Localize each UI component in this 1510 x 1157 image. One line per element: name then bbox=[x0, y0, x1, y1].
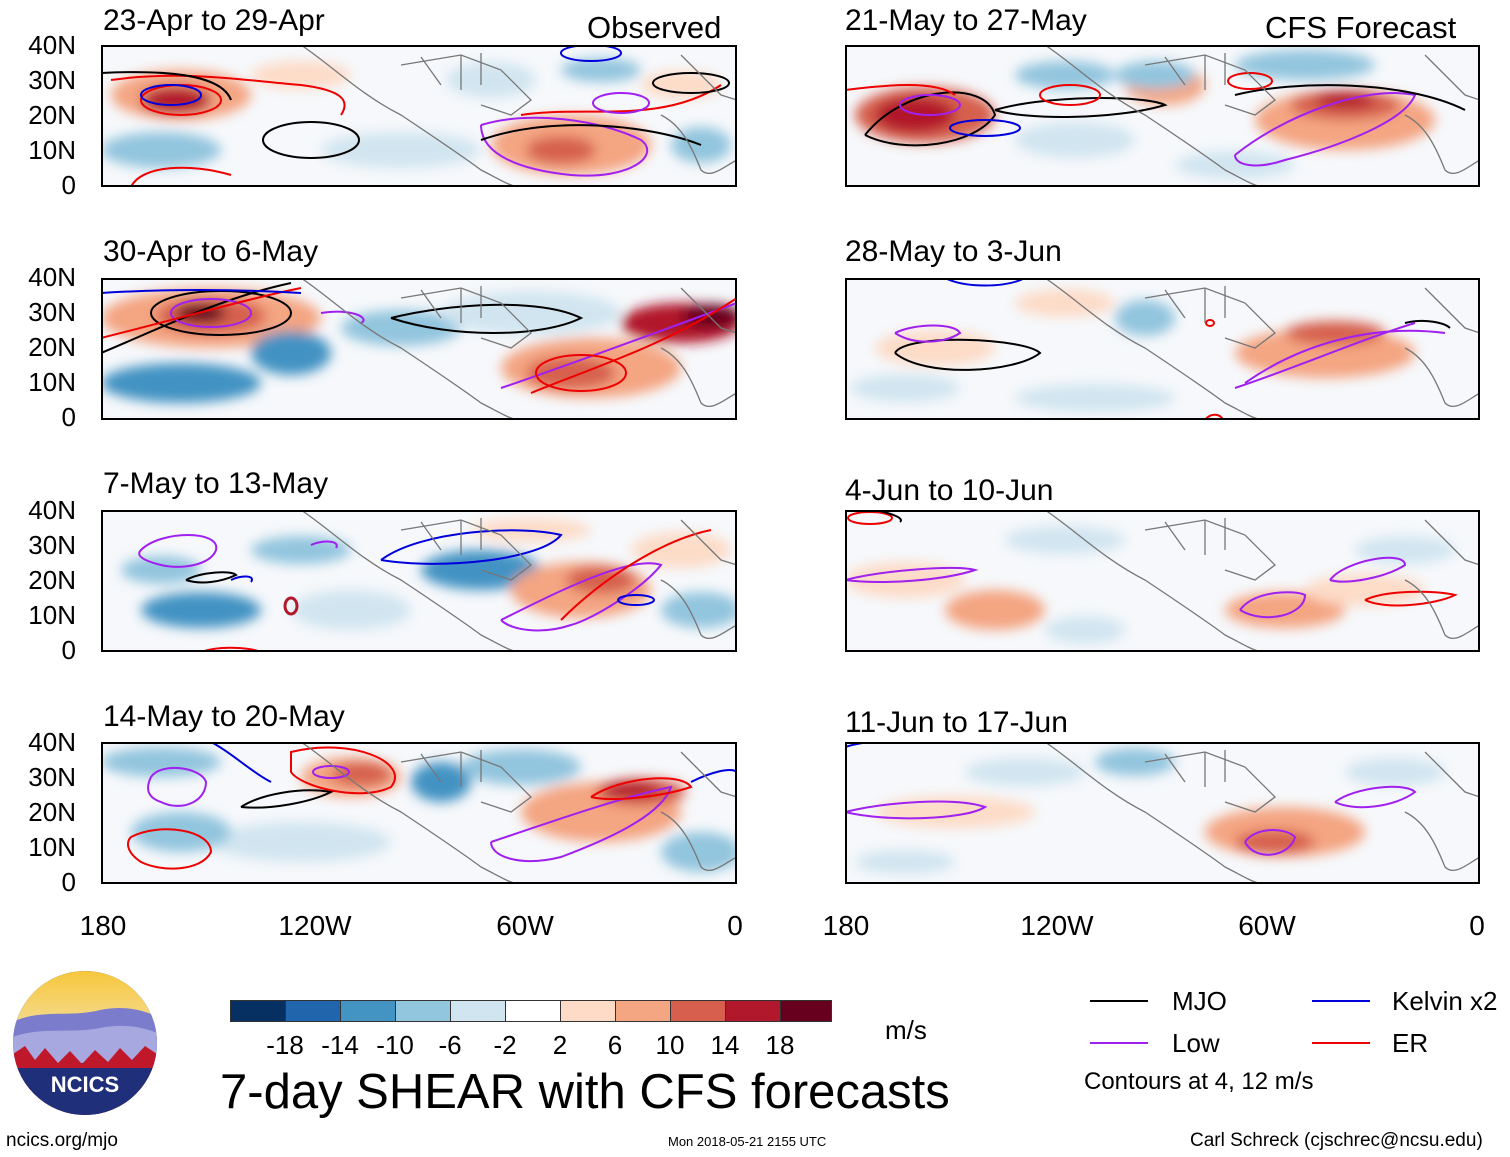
colorbar-tick: -18 bbox=[266, 1030, 304, 1060]
lat-label: 40N bbox=[28, 495, 76, 525]
lon-label: 180 bbox=[822, 910, 870, 941]
lat-label: 0 bbox=[61, 402, 76, 432]
logo-text: NCICS bbox=[51, 1072, 119, 1097]
colorbar-swatch bbox=[450, 1000, 506, 1022]
lat-label: 0 bbox=[61, 867, 76, 897]
map-panel-obs-4 bbox=[101, 742, 737, 884]
lat-label: 20N bbox=[28, 332, 76, 362]
colorbar-tick: -14 bbox=[321, 1030, 359, 1060]
lat-label: 10N bbox=[28, 367, 76, 397]
lat-label: 20N bbox=[28, 565, 76, 595]
fcst-panel-4-title: 11-Jun to 17-Jun bbox=[845, 706, 1068, 739]
legend-label-mjo: MJO bbox=[1172, 986, 1227, 1016]
legend-swatch-mjo bbox=[1090, 1000, 1148, 1002]
map-panel-obs-3 bbox=[101, 510, 737, 652]
lat-label: 30N bbox=[28, 530, 76, 560]
legend-swatch-er bbox=[1312, 1042, 1370, 1044]
observed-label: Observed bbox=[587, 10, 722, 45]
lat-label: 10N bbox=[28, 600, 76, 630]
colorbar-tick: -6 bbox=[438, 1030, 462, 1060]
colorbar-swatch bbox=[505, 1000, 561, 1022]
colorbar-tick: 10 bbox=[655, 1030, 685, 1060]
lon-label: 0 bbox=[1469, 910, 1485, 941]
map-panel-obs-1 bbox=[101, 45, 737, 187]
forecast-label: CFS Forecast bbox=[1265, 10, 1457, 45]
obs-panel-4-title: 14-May to 20-May bbox=[103, 700, 345, 733]
lat-label: 0 bbox=[61, 170, 76, 200]
lon-label: 60W bbox=[1238, 910, 1296, 941]
legend-swatch-low bbox=[1090, 1042, 1148, 1044]
colorbar-swatch bbox=[395, 1000, 451, 1022]
map-panel-fcst-3 bbox=[845, 510, 1480, 652]
colorbar-swatch bbox=[230, 1000, 286, 1022]
colorbar-unit: m/s bbox=[885, 1015, 927, 1045]
lat-label: 10N bbox=[28, 135, 76, 165]
colorbar-tick: 6 bbox=[607, 1030, 623, 1060]
fcst-panel-3-title: 4-Jun to 10-Jun bbox=[845, 474, 1054, 507]
lat-label: 40N bbox=[28, 727, 76, 757]
fcst-panel-1-title: 21-May to 27-May bbox=[845, 4, 1087, 37]
lat-label: 30N bbox=[28, 762, 76, 792]
map-panel-obs-2 bbox=[101, 278, 737, 420]
lat-label: 0 bbox=[61, 635, 76, 665]
colorbar-tick: -2 bbox=[493, 1030, 517, 1060]
colorbar-swatch bbox=[615, 1000, 671, 1022]
map-panel-fcst-2 bbox=[845, 278, 1480, 420]
colorbar-tick: -10 bbox=[376, 1030, 414, 1060]
obs-panel-3-title: 7-May to 13-May bbox=[103, 467, 329, 500]
colorbar-swatch bbox=[780, 1000, 832, 1022]
colorbar-swatch bbox=[560, 1000, 616, 1022]
lon-label: 180 bbox=[79, 910, 127, 941]
colorbar-swatch bbox=[285, 1000, 341, 1022]
colorbar-tick: 2 bbox=[552, 1030, 568, 1060]
lon-label: 120W bbox=[278, 910, 352, 941]
obs-panel-2-title: 30-Apr to 6-May bbox=[103, 235, 319, 268]
footer-timestamp: Mon 2018-05-21 2155 UTC bbox=[668, 1134, 827, 1149]
lat-label: 10N bbox=[28, 832, 76, 862]
lat-label: 30N bbox=[28, 297, 76, 327]
fcst-panel-2-title: 28-May to 3-Jun bbox=[845, 235, 1062, 268]
lon-label: 0 bbox=[727, 910, 743, 941]
colorbar-tick: 14 bbox=[710, 1030, 740, 1060]
lat-label: 20N bbox=[28, 100, 76, 130]
map-panel-fcst-4 bbox=[845, 742, 1480, 884]
lon-label: 60W bbox=[496, 910, 554, 941]
footer-url[interactable]: ncics.org/mjo bbox=[6, 1130, 118, 1151]
map-panel-fcst-1 bbox=[845, 45, 1480, 187]
colorbar-swatch bbox=[340, 1000, 396, 1022]
lat-label: 20N bbox=[28, 797, 76, 827]
obs-panel-1-title: 23-Apr to 29-Apr bbox=[103, 4, 325, 37]
legend-note: Contours at 4, 12 m/s bbox=[1084, 1068, 1314, 1095]
main-title: 7-day SHEAR with CFS forecasts bbox=[220, 1065, 950, 1119]
ncics-logo: NCICS bbox=[13, 971, 157, 1115]
lat-label: 40N bbox=[28, 262, 76, 292]
legend-label-er: ER bbox=[1392, 1028, 1429, 1058]
legend-swatch-kelvin bbox=[1312, 1000, 1370, 1002]
footer-credit: Carl Schreck (cjschrec@ncsu.edu) bbox=[1190, 1130, 1483, 1151]
colorbar-swatch bbox=[725, 1000, 781, 1022]
legend-label-kelvin: Kelvin x2 bbox=[1392, 986, 1498, 1016]
legend-label-low: Low bbox=[1172, 1028, 1220, 1058]
colorbar-tick: 18 bbox=[765, 1030, 795, 1060]
colorbar-swatch bbox=[670, 1000, 726, 1022]
lat-label: 40N bbox=[28, 30, 76, 60]
lat-label: 30N bbox=[28, 65, 76, 95]
lon-label: 120W bbox=[1020, 910, 1094, 941]
